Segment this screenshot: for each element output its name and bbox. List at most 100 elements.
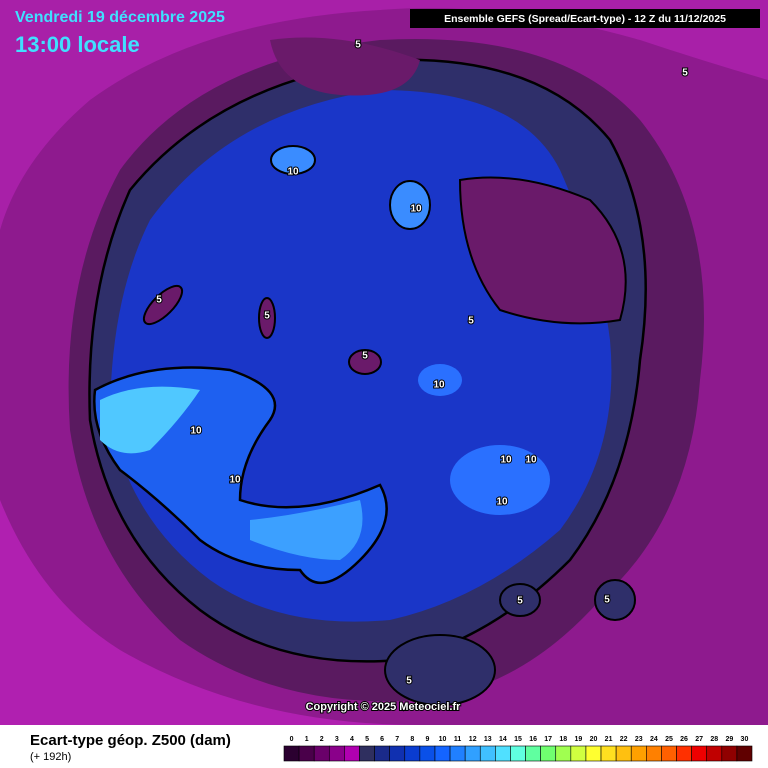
contour-5 [384, 634, 496, 706]
colorbar-swatch [615, 745, 632, 762]
colorbar-label: 29 [725, 736, 733, 743]
colorbar-label: 5 [365, 736, 369, 743]
colorbar-label: 22 [620, 736, 628, 743]
field-light [100, 386, 200, 454]
date: Vendredi 19 décembre 2025 [15, 9, 225, 26]
colorbar-swatch [404, 745, 421, 762]
colorbar-swatch [646, 745, 662, 762]
colorbar-label: 26 [680, 736, 688, 743]
colorbar-label: 0 [290, 736, 294, 743]
colorbar-label: 25 [665, 736, 673, 743]
colorbar-swatch [449, 745, 466, 762]
colorbar-label: 18 [559, 736, 567, 743]
contour-5 [258, 297, 276, 339]
colorbar-swatch [359, 745, 375, 762]
colorbar-label: 27 [695, 736, 703, 743]
colorbar-label: 21 [605, 736, 613, 743]
contour-label: 10 [496, 497, 508, 508]
run-box [410, 9, 760, 28]
colorbar-label: 2 [320, 736, 324, 743]
colorbar-label: 4 [350, 736, 354, 743]
colorbar-swatch [736, 745, 753, 762]
colorbar-swatch [570, 745, 587, 762]
colorbar-swatch [419, 745, 436, 762]
colorbar-swatch [600, 745, 617, 762]
colorbar-swatch [374, 745, 390, 762]
colorbar-label: 23 [635, 736, 643, 743]
colorbar-label: 15 [514, 736, 522, 743]
contour-10 [389, 180, 431, 230]
copyright: Copyright © 2025 Meteociel.fr [306, 701, 462, 713]
field-blue [450, 445, 550, 515]
colorbar-label: 12 [469, 736, 477, 743]
footer-title: Ecart-type géop. Z500 (dam) [30, 732, 231, 749]
colorbar-swatch [540, 745, 557, 762]
colorbar-label: 19 [574, 736, 582, 743]
colorbar-label: 3 [335, 736, 339, 743]
colorbar-label: 17 [544, 736, 552, 743]
colorbar-swatch [313, 745, 330, 762]
time: 13:00 locale [15, 32, 140, 57]
colorbar-swatch [298, 745, 315, 762]
contour-label: 10 [229, 475, 241, 486]
contour-label: 5 [362, 351, 368, 362]
colorbar-swatch [691, 745, 708, 762]
colorbar-label: 28 [710, 736, 718, 743]
colorbar-swatch [464, 745, 481, 762]
contour-label: 10 [287, 167, 299, 178]
run-info: Ensemble GEFS (Spread/Ecart-type) - 12 Z… [444, 13, 726, 25]
colorbar-label: 9 [425, 736, 429, 743]
colorbar-swatch [525, 745, 541, 762]
contour-5 [499, 583, 541, 617]
colorbar-swatch [328, 745, 345, 762]
colorbar-label: 6 [380, 736, 384, 743]
contour-label: 10 [410, 204, 422, 215]
colorbar: 0 1 2 3 4 5 6 7 8 9 10 11 12 13 14 15 16 17 18 19 20 21 22 23 24… [283, 736, 753, 762]
colorbar-swatch [706, 745, 723, 762]
colorbar-swatch [434, 745, 451, 762]
contour-label: 5 [156, 295, 162, 306]
field-blue [418, 364, 462, 396]
contour-5 [594, 579, 636, 621]
contour-5 [348, 349, 382, 375]
colorbar-label: 24 [650, 736, 658, 743]
contour-label: 10 [433, 380, 445, 391]
contour-10 [270, 145, 316, 175]
contour-label: 10 [190, 426, 202, 437]
colorbar-swatch [555, 745, 572, 762]
colorbar-swatch [630, 745, 647, 762]
colorbar-swatch [676, 745, 692, 762]
colorbar-label: 10 [439, 736, 447, 743]
contour-label: 5 [682, 68, 688, 79]
contour-label: 5 [406, 676, 412, 687]
colorbar-swatch [389, 745, 406, 762]
field-mid [270, 37, 420, 96]
colorbar-swatch [661, 745, 677, 762]
contour-label: 5 [355, 40, 361, 51]
colorbar-swatch [479, 745, 496, 762]
colorbar-label: 13 [484, 736, 492, 743]
field-light [250, 500, 363, 560]
colorbar-label: 8 [410, 736, 414, 743]
colorbar-label: 11 [454, 736, 462, 743]
field-mid [458, 176, 627, 325]
colorbar-swatch [495, 745, 511, 762]
contour-label: 5 [264, 311, 270, 322]
colorbar-swatch [721, 745, 738, 762]
colorbar-swatch [510, 745, 526, 762]
colorbar-label: 7 [395, 736, 399, 743]
colorbar-label: 20 [590, 736, 598, 743]
colorbar-label: 1 [305, 736, 309, 743]
colorbar-label: 14 [499, 736, 507, 743]
field-low [0, 500, 420, 725]
contour-label: 10 [525, 455, 537, 466]
colorbar-label: 30 [741, 736, 749, 743]
contour-label: 10 [500, 455, 512, 466]
contour-label: 5 [517, 596, 523, 607]
colorbar-label: 16 [529, 736, 537, 743]
colorbar-swatch [283, 745, 300, 762]
colorbar-swatch [344, 745, 360, 762]
footer-lead: (+ 192h) [30, 751, 71, 763]
